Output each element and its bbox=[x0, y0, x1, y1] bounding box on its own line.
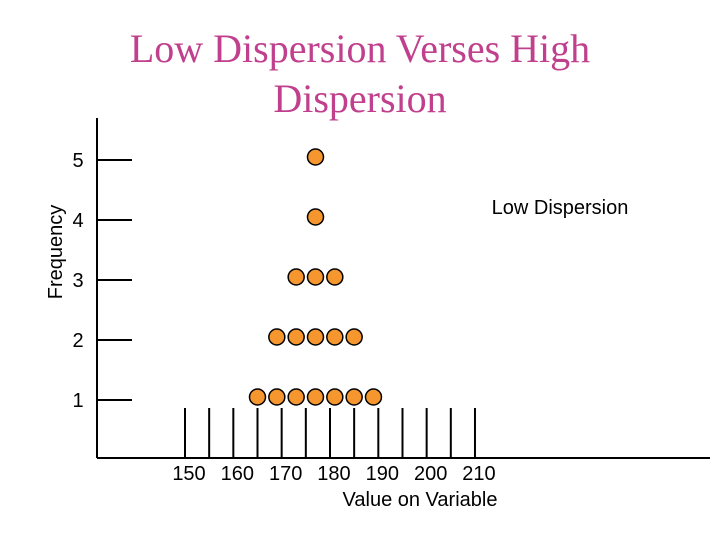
x-tick-label: 170 bbox=[269, 463, 302, 485]
x-tick-label: 150 bbox=[172, 463, 205, 485]
data-points bbox=[248, 148, 383, 406]
y-axis-label: Frequency bbox=[45, 205, 67, 300]
data-point bbox=[326, 388, 344, 406]
chart-title-line-1: Low Dispersion Verses High bbox=[130, 26, 590, 71]
x-tick-label: 180 bbox=[317, 463, 350, 485]
y-tick-label: 5 bbox=[72, 150, 83, 172]
data-point bbox=[345, 328, 363, 346]
data-point bbox=[326, 268, 344, 286]
data-point bbox=[268, 328, 286, 346]
y-tick-label: 3 bbox=[72, 270, 83, 292]
x-axis-ticks: 150 160 170 180 190 200 210 bbox=[172, 408, 496, 485]
x-tick-label: 160 bbox=[221, 463, 254, 485]
x-axis-label: Value on Variable bbox=[343, 489, 498, 511]
data-point bbox=[306, 148, 325, 166]
data-point bbox=[268, 388, 286, 406]
data-point bbox=[306, 328, 325, 346]
data-point bbox=[345, 388, 363, 406]
y-axis-ticks: 1 2 3 4 5 bbox=[72, 150, 132, 412]
x-tick-label: 200 bbox=[414, 463, 447, 485]
data-point bbox=[287, 328, 305, 346]
data-point bbox=[287, 268, 305, 286]
x-tick-label: 190 bbox=[366, 463, 399, 485]
chart-title-line-2: Dispersion bbox=[273, 76, 446, 121]
low-dispersion-annotation: Low Dispersion bbox=[492, 197, 629, 219]
y-tick-label: 4 bbox=[72, 210, 83, 232]
data-point bbox=[248, 388, 267, 406]
chart-title: Low Dispersion Verses High Dispersion bbox=[130, 26, 590, 121]
data-point bbox=[364, 388, 383, 406]
data-point bbox=[306, 388, 325, 406]
y-tick-label: 1 bbox=[72, 390, 83, 412]
data-point bbox=[306, 208, 325, 226]
data-point bbox=[287, 388, 305, 406]
data-point bbox=[306, 268, 325, 286]
data-point bbox=[326, 328, 344, 346]
x-tick-label: 210 bbox=[462, 463, 495, 485]
y-tick-label: 2 bbox=[72, 330, 83, 352]
